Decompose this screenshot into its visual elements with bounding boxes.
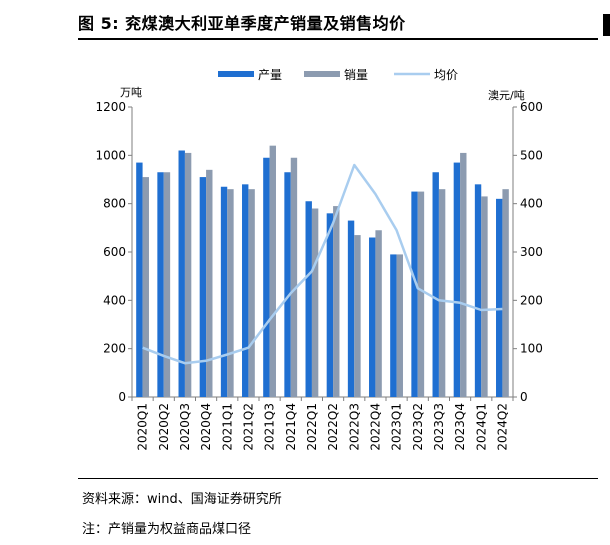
x-tick-label: 2020Q1	[136, 403, 150, 451]
x-tick-label: 2020Q3	[178, 403, 192, 451]
left-tick-label: 800	[103, 197, 126, 211]
bar-sales	[333, 206, 340, 397]
x-tick-label: 2024Q1	[474, 403, 488, 451]
bar-sales	[269, 145, 276, 397]
right-tick-label: 500	[520, 148, 543, 162]
title-rule	[78, 38, 598, 40]
right-tick-label: 200	[520, 293, 543, 307]
left-tick-label: 200	[103, 342, 126, 356]
chart: 产量 销量 均价 万吨 澳元/吨 0 200 400 600 800 1000 1200 0 1…	[95, 68, 542, 451]
legend-swatch-sales	[304, 71, 340, 77]
legend-label-price: 均价	[434, 68, 458, 82]
bar-sales	[311, 208, 319, 397]
bar-sales	[460, 152, 467, 397]
footer-rule	[78, 478, 598, 479]
left-tick-label: 600	[103, 245, 126, 259]
legend-label-production: 产量	[258, 68, 282, 82]
legend-label-sales: 销量	[344, 68, 368, 82]
bar-production	[369, 237, 376, 397]
bar-production	[305, 201, 312, 397]
price-line	[142, 163, 503, 365]
bar-sales	[438, 189, 446, 397]
bar-production	[411, 191, 418, 397]
price-line-group	[142, 163, 503, 365]
x-tick-label: 2020Q2	[157, 403, 171, 451]
source-note: 资料来源：wind、国海证券研究所	[82, 492, 282, 507]
bar-production	[284, 172, 291, 397]
bar-sales	[290, 157, 298, 397]
bar-production	[453, 162, 461, 397]
x-tick-label: 2021Q4	[284, 403, 298, 451]
bar-sales	[163, 172, 171, 397]
bar-sales	[375, 230, 382, 397]
left-tick-label: 1000	[95, 148, 126, 162]
bar-sales	[354, 235, 361, 397]
x-tick-label: 2022Q2	[326, 403, 340, 451]
left-axis-unit: 万吨	[120, 86, 142, 99]
right-axis-unit: 澳元/吨	[488, 89, 525, 102]
footnote: 注：产销量为权益商品煤口径	[82, 522, 252, 537]
right-tick-label: 0	[520, 390, 528, 404]
x-tick-label: 2023Q1	[390, 403, 404, 451]
edge-mark	[603, 14, 610, 36]
legend-swatch-production	[218, 71, 254, 77]
right-tick-label: 600	[520, 100, 543, 114]
left-tick-label: 0	[118, 390, 126, 404]
x-tick-label: 2021Q1	[220, 403, 234, 451]
bar-sales	[248, 189, 255, 397]
bar-sales	[481, 196, 488, 397]
bar-sales	[142, 177, 149, 397]
x-tick-label: 2022Q3	[347, 403, 361, 451]
bar-production	[136, 162, 143, 397]
bar-sales	[417, 191, 425, 397]
bar-sales	[184, 152, 192, 397]
left-tick-label: 1200	[95, 100, 126, 114]
bar-production	[242, 184, 249, 397]
bar-production	[199, 177, 207, 397]
x-tick-label: 2021Q2	[241, 403, 255, 451]
x-tick-label: 2020Q4	[199, 403, 213, 451]
bar-sales	[206, 169, 213, 397]
axes: 0 200 400 600 800 1000 1200 0 100 200 300 400 500 600	[95, 100, 542, 404]
bar-production	[263, 157, 270, 397]
bar-production	[347, 220, 355, 397]
bar-production	[474, 184, 482, 397]
left-tick-label: 400	[103, 293, 126, 307]
figure-title: 图 5: 兖煤澳大利亚单季度产销量及销售均价	[78, 14, 406, 33]
legend: 产量 销量 均价	[218, 68, 458, 82]
bar-production	[326, 213, 334, 397]
bar-sales	[502, 189, 509, 397]
bar-production	[178, 150, 185, 397]
right-tick-label: 400	[520, 197, 543, 211]
x-tick-label: 2024Q2	[495, 403, 509, 451]
right-tick-label: 100	[520, 342, 543, 356]
bar-production	[496, 198, 503, 397]
bars	[136, 145, 509, 397]
bar-production	[390, 254, 397, 397]
x-tick-label: 2023Q4	[453, 403, 467, 451]
x-tick-label: 2021Q3	[263, 403, 277, 451]
x-tick-labels: 2020Q1 2020Q2 2020Q3 2020Q4 2021Q1 2021Q2 2021…	[136, 403, 510, 451]
bar-sales	[227, 189, 234, 397]
bar-production	[432, 172, 439, 397]
x-tick-label: 2022Q1	[305, 403, 319, 451]
bar-production	[220, 186, 228, 397]
right-tick-label: 300	[520, 245, 543, 259]
x-tick-label: 2023Q3	[432, 403, 446, 451]
x-tick-label: 2022Q4	[368, 403, 382, 451]
x-tick-label: 2023Q2	[411, 403, 425, 451]
bar-production	[157, 172, 164, 397]
bar-sales	[396, 254, 403, 397]
